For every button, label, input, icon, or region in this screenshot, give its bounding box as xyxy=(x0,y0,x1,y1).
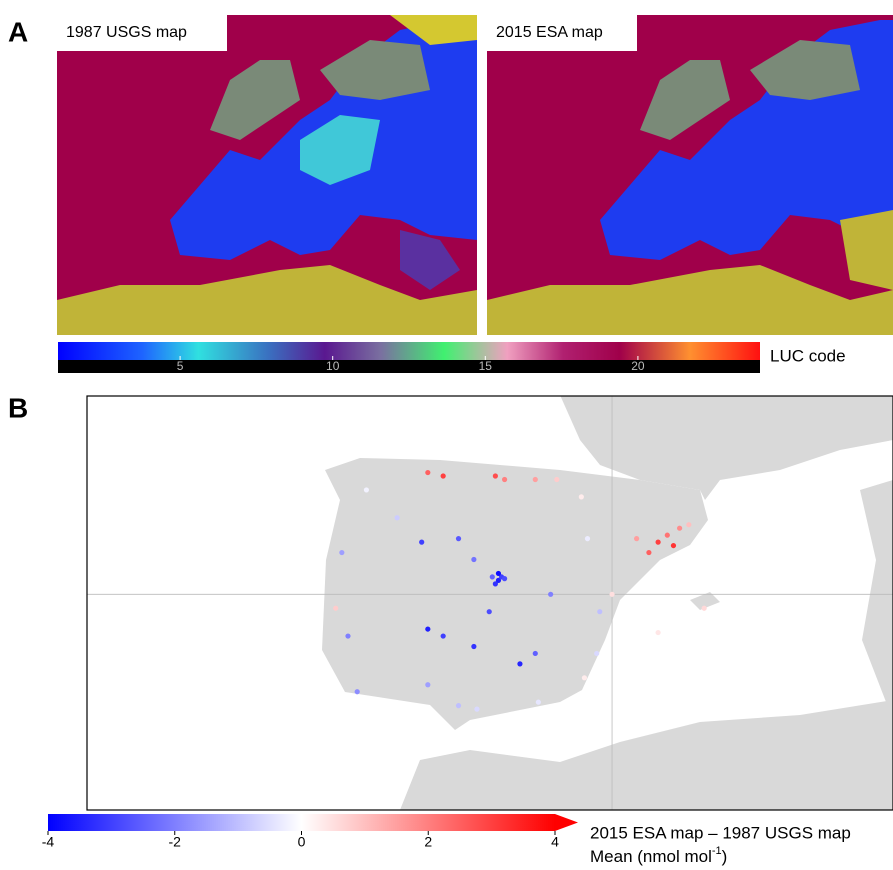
colorbar xyxy=(48,814,555,831)
figure: A 1987 USGS map 2015 ESA map LUC code 5 1… xyxy=(0,0,893,870)
colorbar-label: LUC code xyxy=(770,346,846,365)
tick-label: 2 xyxy=(424,834,432,850)
station xyxy=(471,557,476,562)
station xyxy=(579,494,584,499)
station xyxy=(345,633,350,638)
station xyxy=(582,675,587,680)
station xyxy=(594,651,599,656)
station xyxy=(609,592,614,597)
station xyxy=(656,540,661,545)
station xyxy=(425,470,430,475)
station xyxy=(496,571,501,576)
colorbar xyxy=(58,342,760,360)
station xyxy=(355,689,360,694)
panel-label: B xyxy=(8,392,28,423)
label-text: Mean (nmol mol xyxy=(590,847,712,866)
station xyxy=(554,477,559,482)
colorbar-label: Mean (nmol mol-1) xyxy=(590,845,727,867)
station xyxy=(517,661,522,666)
station xyxy=(533,477,538,482)
station xyxy=(441,633,446,638)
map-1987 xyxy=(57,15,477,335)
colorbar-strip xyxy=(58,360,760,373)
station xyxy=(702,606,707,611)
colorbar-title: 2015 ESA map – 1987 USGS map xyxy=(590,823,851,842)
station xyxy=(533,651,538,656)
page: A 1987 USGS map 2015 ESA map LUC code 5 1… xyxy=(0,0,893,870)
station xyxy=(656,630,661,635)
station xyxy=(490,574,495,579)
station xyxy=(502,576,507,581)
map-title: 2015 ESA map xyxy=(496,24,603,41)
tick-label: 10 xyxy=(326,359,340,373)
colorbar-ticks: -4 -2 0 2 4 xyxy=(42,831,559,850)
label-text: ) xyxy=(722,847,728,866)
station xyxy=(419,540,424,545)
tick-label: 15 xyxy=(479,359,493,373)
tick-label: -2 xyxy=(169,834,182,850)
station xyxy=(471,644,476,649)
station xyxy=(634,536,639,541)
station xyxy=(646,550,651,555)
station xyxy=(493,581,498,586)
station xyxy=(487,609,492,614)
station xyxy=(425,626,430,631)
station xyxy=(441,473,446,478)
tick-label: 5 xyxy=(177,359,184,373)
panel-label: A xyxy=(8,16,28,47)
colorbar-extension xyxy=(555,814,578,831)
station xyxy=(686,522,691,527)
tick-label: 20 xyxy=(631,359,645,373)
station xyxy=(585,536,590,541)
station xyxy=(456,703,461,708)
station xyxy=(395,515,400,520)
tick-label: 0 xyxy=(298,834,306,850)
station xyxy=(474,707,479,712)
station xyxy=(502,477,507,482)
station xyxy=(665,533,670,538)
tick-label: -4 xyxy=(42,834,55,850)
station xyxy=(536,700,541,705)
station xyxy=(493,473,498,478)
station xyxy=(339,550,344,555)
tick-label: 4 xyxy=(551,834,559,850)
station xyxy=(425,682,430,687)
station xyxy=(456,536,461,541)
station xyxy=(364,487,369,492)
station xyxy=(677,526,682,531)
map-b xyxy=(87,395,893,810)
map-title: 1987 USGS map xyxy=(66,24,187,41)
label-superscript: -1 xyxy=(712,845,722,857)
map-2015 xyxy=(487,15,893,335)
station xyxy=(597,609,602,614)
station xyxy=(671,543,676,548)
station xyxy=(548,592,553,597)
station xyxy=(333,606,338,611)
